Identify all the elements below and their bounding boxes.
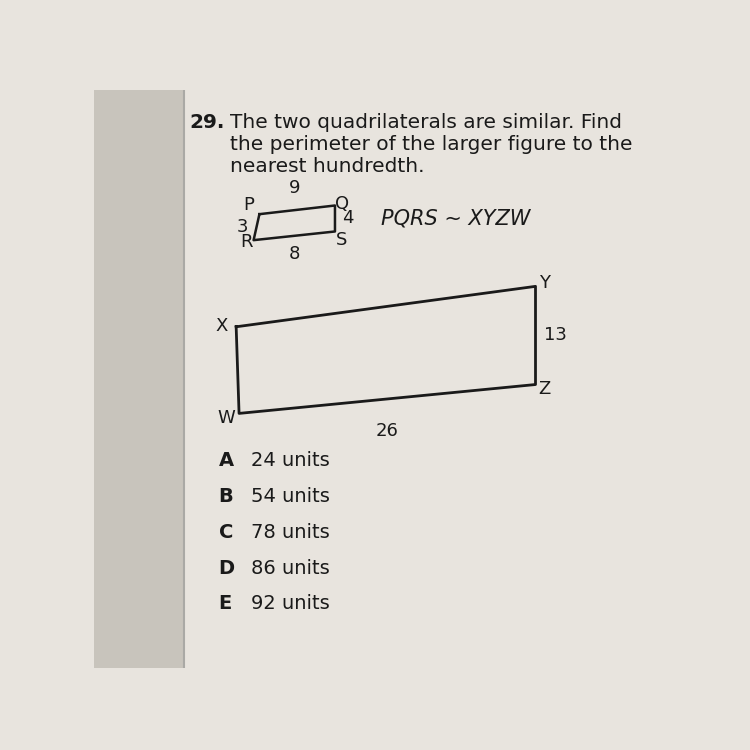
Text: 8: 8	[289, 244, 300, 262]
Text: 3: 3	[236, 217, 248, 236]
Text: 92 units: 92 units	[251, 595, 329, 613]
Text: E: E	[219, 595, 232, 613]
Text: Q: Q	[335, 195, 349, 213]
Text: 13: 13	[544, 326, 567, 344]
Text: 26: 26	[376, 422, 399, 440]
Text: 29.: 29.	[190, 113, 225, 132]
Text: A: A	[219, 452, 234, 470]
Text: PQRS ~ XYZW: PQRS ~ XYZW	[382, 209, 531, 228]
Text: B: B	[219, 487, 233, 506]
Text: 78 units: 78 units	[251, 523, 329, 542]
Text: W: W	[217, 409, 236, 427]
Text: D: D	[219, 559, 235, 578]
Text: The two quadrilaterals are similar. Find
the perimeter of the larger figure to t: The two quadrilaterals are similar. Find…	[230, 113, 633, 176]
Text: Z: Z	[538, 380, 550, 398]
Text: 9: 9	[289, 178, 300, 196]
Text: Y: Y	[538, 274, 550, 292]
Text: 4: 4	[343, 209, 354, 226]
Text: S: S	[336, 231, 348, 249]
Text: P: P	[244, 196, 254, 214]
Bar	[94, 90, 184, 668]
Text: 24 units: 24 units	[251, 452, 329, 470]
Text: 54 units: 54 units	[251, 487, 329, 506]
Text: X: X	[215, 316, 228, 334]
Text: 86 units: 86 units	[251, 559, 329, 578]
Text: C: C	[219, 523, 233, 542]
Text: R: R	[240, 233, 253, 251]
